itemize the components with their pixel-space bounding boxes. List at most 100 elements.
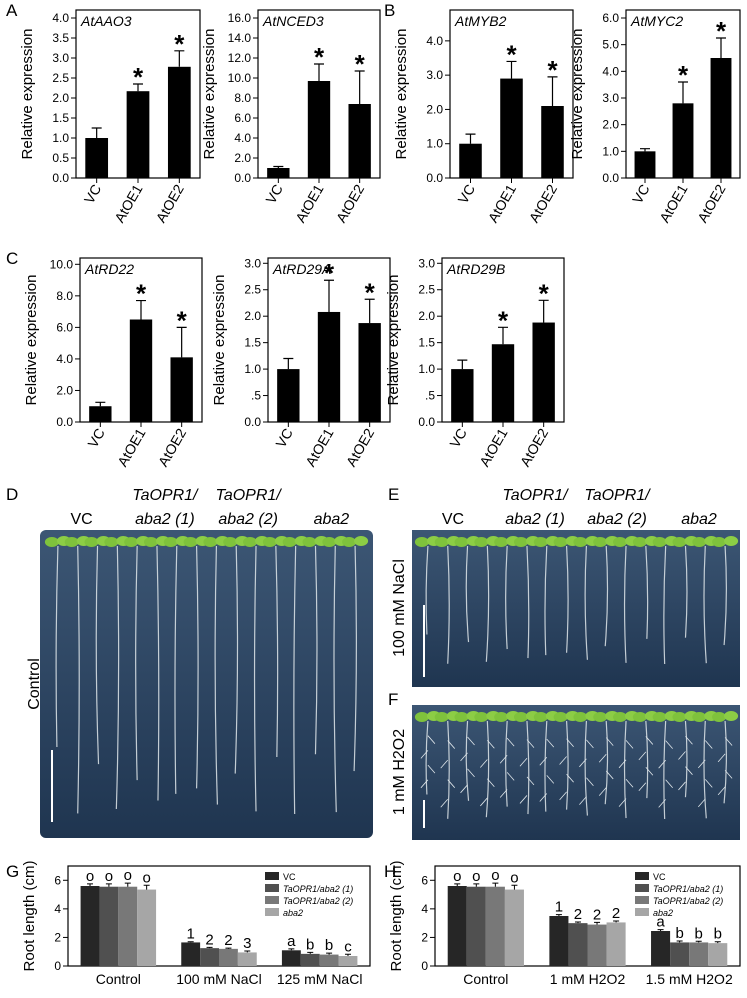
error-bar	[506, 60, 517, 79]
lateral-root	[447, 779, 456, 788]
significance: *	[324, 258, 335, 288]
y-tick-label: 10.0	[228, 71, 252, 85]
y-tick-label: 4.0	[52, 11, 69, 25]
group-label: aba2 (1)	[505, 511, 565, 528]
root	[623, 545, 627, 663]
y-tick-label: 10.0	[50, 257, 74, 271]
x-tick-label: VC	[446, 426, 470, 451]
lateral-root	[717, 753, 726, 763]
legend-label: TaOPR1/aba2 (2)	[283, 896, 353, 906]
lateral-root	[460, 752, 468, 762]
lateral-root	[480, 759, 488, 768]
y-tick-label: 6	[54, 873, 61, 887]
y-tick-label: 0	[54, 959, 61, 973]
root	[275, 545, 279, 757]
legend-swatch	[635, 908, 649, 916]
root	[565, 720, 569, 810]
error-bar	[95, 401, 106, 407]
gene-title: AtRD22	[84, 261, 134, 277]
group-label: aba2 (1)	[135, 511, 195, 528]
y-axis-label: Relative expression	[23, 275, 40, 406]
leaf	[474, 712, 489, 722]
significance: *	[498, 305, 509, 335]
group-label: aba2 (2)	[587, 511, 647, 528]
significance: *	[716, 16, 727, 46]
lateral-root	[645, 736, 654, 745]
legend-label: VC	[653, 872, 666, 882]
y-tick-label: 2.0	[426, 102, 443, 116]
root	[505, 545, 508, 650]
legend-swatch	[265, 884, 279, 892]
bar	[170, 357, 193, 422]
root	[584, 720, 589, 816]
lateral-root	[658, 759, 666, 769]
significance-letter: b	[306, 936, 314, 953]
y-tick-label: 6	[421, 873, 428, 887]
root	[314, 545, 318, 755]
significance: *	[174, 29, 185, 59]
error-bar	[594, 921, 601, 925]
bar	[485, 886, 505, 966]
leaf	[533, 712, 548, 722]
lateral-root	[618, 759, 627, 769]
x-tick-label: AtOE1	[485, 181, 520, 225]
lateral-root	[665, 740, 673, 749]
y-tick-label: 0.0	[418, 415, 435, 429]
significance: *	[365, 277, 376, 307]
error-bar	[364, 298, 375, 324]
group-label: VC	[71, 511, 93, 528]
error-bar	[657, 929, 664, 931]
root	[77, 545, 80, 814]
legend-label: TaOPR1/aba2 (1)	[283, 884, 353, 894]
bar	[85, 138, 109, 178]
root	[684, 545, 688, 638]
error-bar	[105, 883, 112, 887]
y-tick-label: .5	[251, 389, 261, 403]
root	[703, 720, 707, 819]
leaf	[593, 537, 608, 547]
y-tick-label: 1.5	[52, 111, 69, 125]
lateral-root	[526, 776, 535, 786]
y-tick-label: 16.0	[228, 11, 252, 25]
lateral-root	[467, 768, 475, 778]
leaf	[354, 536, 369, 546]
significance: *	[133, 62, 144, 92]
significance-letter: b	[714, 926, 722, 943]
root	[485, 545, 490, 662]
y-tick-label: 6.0	[602, 11, 619, 25]
legend-swatch	[635, 884, 649, 892]
y-tick-label: 1.0	[244, 362, 261, 376]
lateral-root	[724, 770, 733, 779]
leaf	[44, 537, 59, 547]
leaf	[322, 537, 337, 547]
bar	[307, 81, 331, 178]
error-bar	[613, 920, 620, 923]
root	[505, 720, 508, 807]
panel-letter: D	[6, 485, 18, 504]
significance-letter: o	[86, 868, 94, 885]
bar	[500, 78, 523, 178]
lateral-root	[658, 799, 666, 808]
error-bar	[206, 946, 213, 949]
bar	[587, 924, 607, 966]
x-tick-label: VC	[81, 182, 105, 207]
leaf	[454, 712, 469, 722]
x-tick-label: AtOE1	[292, 181, 327, 225]
root	[174, 545, 178, 794]
leaf	[632, 712, 647, 722]
y-tick-label: 3.0	[418, 256, 435, 270]
group-label: aba2	[314, 511, 350, 528]
y-tick-label: 12.0	[228, 51, 252, 65]
root	[526, 545, 530, 659]
significance-letter: 2	[205, 931, 213, 948]
bar	[267, 168, 290, 178]
lateral-root	[566, 773, 574, 783]
root	[55, 545, 59, 748]
root	[604, 720, 609, 805]
significance-letter: a	[656, 914, 665, 931]
bar	[126, 91, 150, 178]
y-axis-label: Relative expression	[393, 29, 410, 160]
lateral-root	[638, 751, 647, 761]
x-tick-label: VC	[455, 182, 479, 207]
y-axis-label: Relative expression	[211, 275, 228, 406]
